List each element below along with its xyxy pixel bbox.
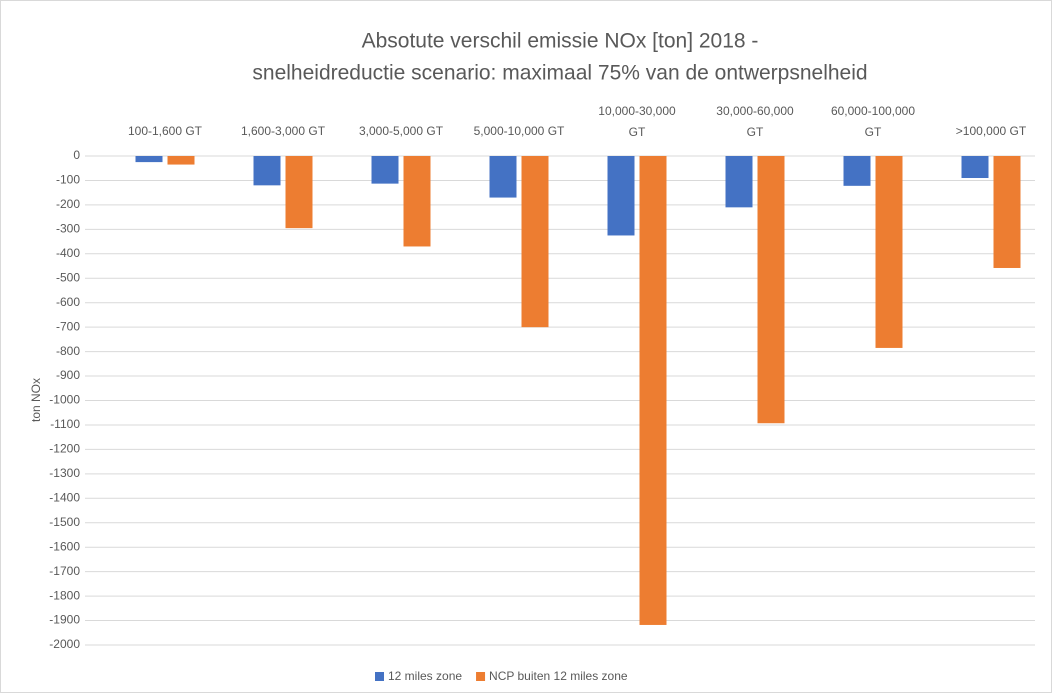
chart-title: snelheidreductie scenario: maximaal 75% … xyxy=(252,62,867,85)
y-tick-label: -1500 xyxy=(49,515,80,529)
legend-label: NCP buiten 12 miles zone xyxy=(489,669,628,683)
x-tick-label: 30,000-60,000 GT xyxy=(716,104,794,139)
x-tick-label: >100,000 GT xyxy=(956,124,1027,138)
bar xyxy=(253,156,281,186)
y-tick-label: -1300 xyxy=(49,466,80,480)
y-tick-label: -200 xyxy=(56,197,80,211)
y-tick-label: -1800 xyxy=(49,588,80,602)
y-tick-label: -1600 xyxy=(49,539,80,553)
bar xyxy=(489,156,517,198)
y-tick-label: -1200 xyxy=(49,442,80,456)
bar xyxy=(607,156,635,236)
bar xyxy=(167,156,195,165)
y-tick-label: -1900 xyxy=(49,613,80,627)
bar xyxy=(135,156,163,163)
x-tick-label: 5,000-10,000 GT xyxy=(474,124,565,138)
x-tick-label: 1,600-3,000 GT xyxy=(241,124,326,138)
bar xyxy=(961,156,989,179)
bar xyxy=(403,156,431,247)
x-tick-label: 100-1,600 GT xyxy=(128,124,203,138)
y-tick-label: -2000 xyxy=(49,637,80,651)
bar xyxy=(725,156,753,208)
y-tick-label: -300 xyxy=(56,222,80,236)
y-tick-label: -100 xyxy=(56,173,80,187)
legend-swatch xyxy=(375,672,384,681)
x-tick-label: 3,000-5,000 GT xyxy=(359,124,444,138)
y-axis-label: ton NOx xyxy=(29,378,43,422)
bar xyxy=(285,156,313,229)
legend-label: 12 miles zone xyxy=(388,669,462,683)
y-tick-label: -1700 xyxy=(49,564,80,578)
y-tick-label: -700 xyxy=(56,319,80,333)
y-tick-label: -1100 xyxy=(50,417,80,431)
y-tick-label: -400 xyxy=(56,246,80,260)
bar xyxy=(875,156,903,348)
y-tick-label: -600 xyxy=(56,295,80,309)
x-tick-label: 10,000-30,000 GT xyxy=(598,104,676,139)
y-tick-label: -800 xyxy=(56,344,80,358)
bar xyxy=(843,156,871,186)
y-tick-label: 0 xyxy=(73,148,80,162)
bar xyxy=(757,156,785,424)
y-tick-label: -500 xyxy=(56,270,80,284)
bar xyxy=(521,156,549,328)
y-tick-label: -1400 xyxy=(49,490,80,504)
bar xyxy=(371,156,399,184)
y-tick-label: -900 xyxy=(56,368,80,382)
chart-title: Absotute verschil emissie NOx [ton] 2018… xyxy=(362,30,759,53)
bar xyxy=(993,156,1021,268)
x-tick-label: 60,000-100,000 GT xyxy=(831,104,915,139)
bar xyxy=(639,156,667,625)
legend-swatch xyxy=(476,672,486,681)
y-tick-label: -1000 xyxy=(49,393,80,407)
